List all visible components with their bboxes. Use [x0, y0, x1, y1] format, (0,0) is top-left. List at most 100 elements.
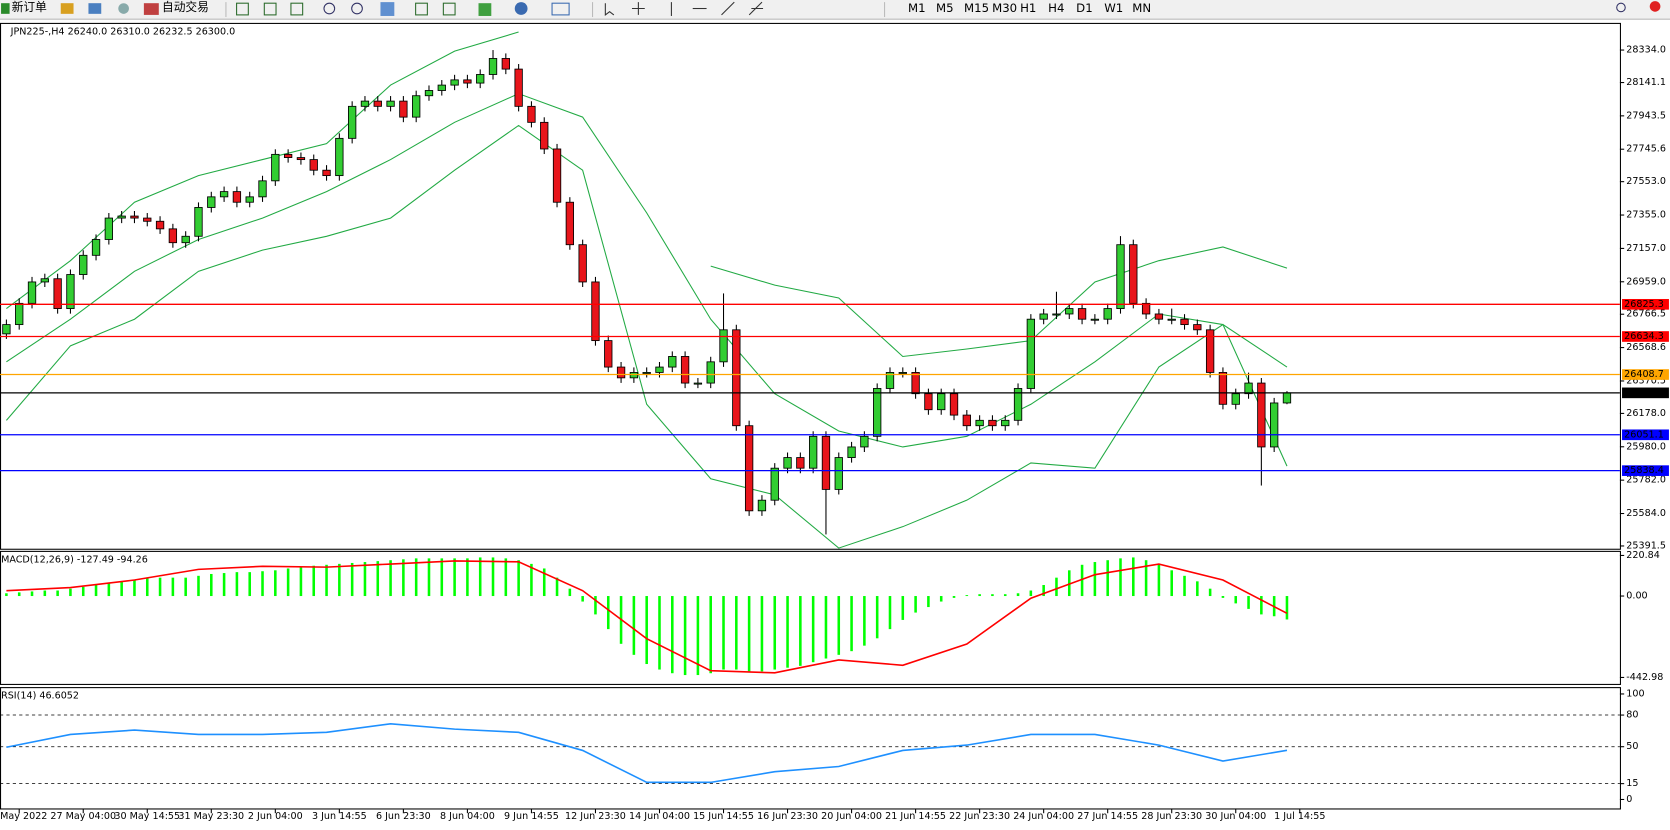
x-tick-label: 20 Jun 04:00 [821, 811, 882, 822]
zoom-out[interactable] [351, 2, 363, 15]
candle-body [821, 435, 831, 490]
candle-body [949, 393, 959, 416]
candle-body [616, 366, 626, 379]
rsi-line [6, 723, 1288, 784]
toolbar-icon[interactable] [88, 3, 102, 14]
new-order-icon[interactable] [1, 3, 10, 14]
candle-body [744, 425, 754, 512]
timeframe-button[interactable]: H4 [1048, 1, 1064, 15]
candle-body [783, 457, 792, 469]
candle-body [40, 278, 49, 283]
macd-bar [1029, 590, 1033, 597]
macd-bar [120, 581, 123, 597]
macd-bar [145, 577, 149, 597]
toolbar-icon[interactable] [60, 3, 74, 14]
toolbar-icon[interactable] [415, 2, 428, 16]
macd-bar [1042, 585, 1045, 597]
candle-body [591, 281, 600, 342]
y-tick-label: -442.98 [1626, 672, 1663, 683]
macd-bar [17, 592, 21, 597]
macd-bar [914, 596, 917, 613]
macd-bar [517, 560, 520, 597]
candle-body [143, 217, 152, 222]
macd-bar [133, 579, 136, 597]
toolbar: 新订单 自动交易 M1 M5 M15 M30 H1 H4 D1 W1 MN [0, 0, 1670, 20]
candle-body [1026, 318, 1036, 389]
macd-bar [1144, 560, 1148, 597]
timeframe-button[interactable]: MN [1132, 1, 1151, 15]
toolbar-icon[interactable] [442, 2, 456, 16]
candle-body [757, 499, 767, 512]
search[interactable] [1616, 2, 1626, 13]
periods[interactable] [514, 2, 528, 15]
macd-bar [274, 570, 277, 597]
macd-bar [939, 596, 943, 602]
timeframe-button[interactable]: M1 [908, 1, 926, 15]
crosshair-tool[interactable] [631, 2, 645, 15]
candle-body [796, 457, 805, 469]
timeframe-button[interactable]: M15 [964, 1, 989, 15]
candle-body [527, 105, 536, 123]
trendline-tool[interactable] [721, 1, 735, 16]
panel-frame [0, 550, 1621, 685]
macd-bar [1260, 596, 1263, 615]
candle-body [1090, 318, 1100, 321]
macd-bar [235, 572, 239, 597]
macd-bar [1106, 560, 1109, 597]
macd-bar [965, 595, 969, 597]
candle-body [1129, 244, 1138, 304]
templates[interactable] [551, 2, 570, 16]
bollinger-upper [6, 31, 519, 310]
candle-body [565, 201, 575, 246]
macd-bar [1285, 596, 1289, 620]
candle-body [245, 196, 254, 203]
timeframe-button[interactable]: M30 [992, 1, 1017, 15]
timeframe-button[interactable]: H1 [1020, 1, 1036, 15]
macd-bar [1221, 596, 1225, 598]
toolbar-icon[interactable] [236, 2, 249, 16]
channel-tool[interactable] [748, 1, 764, 16]
y-tick-label: 26370.5 [1626, 375, 1666, 386]
y-tick-label: 27943.5 [1626, 110, 1666, 121]
x-tick-label: 24 Jun 04:00 [1013, 811, 1074, 822]
auto-trading-icon[interactable] [143, 3, 159, 15]
candle-body [809, 435, 818, 469]
indicators[interactable] [478, 3, 492, 16]
toolbar-icon[interactable] [263, 2, 277, 16]
new-order-button[interactable]: 新订单 [12, 0, 47, 14]
macd-bar [466, 558, 469, 597]
bollinger-middle [6, 93, 1288, 448]
auto-trading-button[interactable]: 自动交易 [162, 0, 209, 14]
candle-body [168, 228, 178, 244]
notification[interactable] [1649, 1, 1661, 12]
candle-body [207, 196, 216, 208]
cursor-tool[interactable] [604, 3, 615, 16]
panel-title: MACD(12,26,9) -127.49 -94.26 [1, 554, 148, 565]
tile-windows[interactable] [380, 2, 395, 16]
macd-bar [799, 596, 802, 666]
candle-body [1282, 392, 1292, 404]
timeframe-button[interactable]: M5 [936, 1, 954, 15]
y-tick-label: 80 [1626, 710, 1638, 721]
macd-bar [927, 596, 930, 608]
panel-frame [0, 687, 1621, 810]
candle-body [104, 217, 114, 240]
candle-body [1270, 402, 1279, 448]
zoom-in[interactable] [323, 2, 336, 15]
macd-bar [184, 577, 187, 597]
candle-body [194, 207, 203, 237]
candle-body [1193, 324, 1202, 331]
toolbar-icon[interactable] [118, 3, 129, 14]
macd-bar [453, 558, 456, 597]
macd-bar [107, 583, 111, 597]
timeframe-button[interactable]: W1 [1104, 1, 1123, 15]
timeframe-button[interactable]: D1 [1076, 1, 1092, 15]
candle-body [1116, 244, 1125, 310]
candle-body [130, 215, 139, 219]
toolbar-icon[interactable] [290, 2, 304, 16]
macd-bar [504, 558, 508, 597]
candle-body [1231, 393, 1240, 405]
candle-body [1205, 329, 1215, 373]
x-tick-label: 6 Jun 23:30 [376, 811, 431, 822]
candle-body [437, 84, 446, 91]
